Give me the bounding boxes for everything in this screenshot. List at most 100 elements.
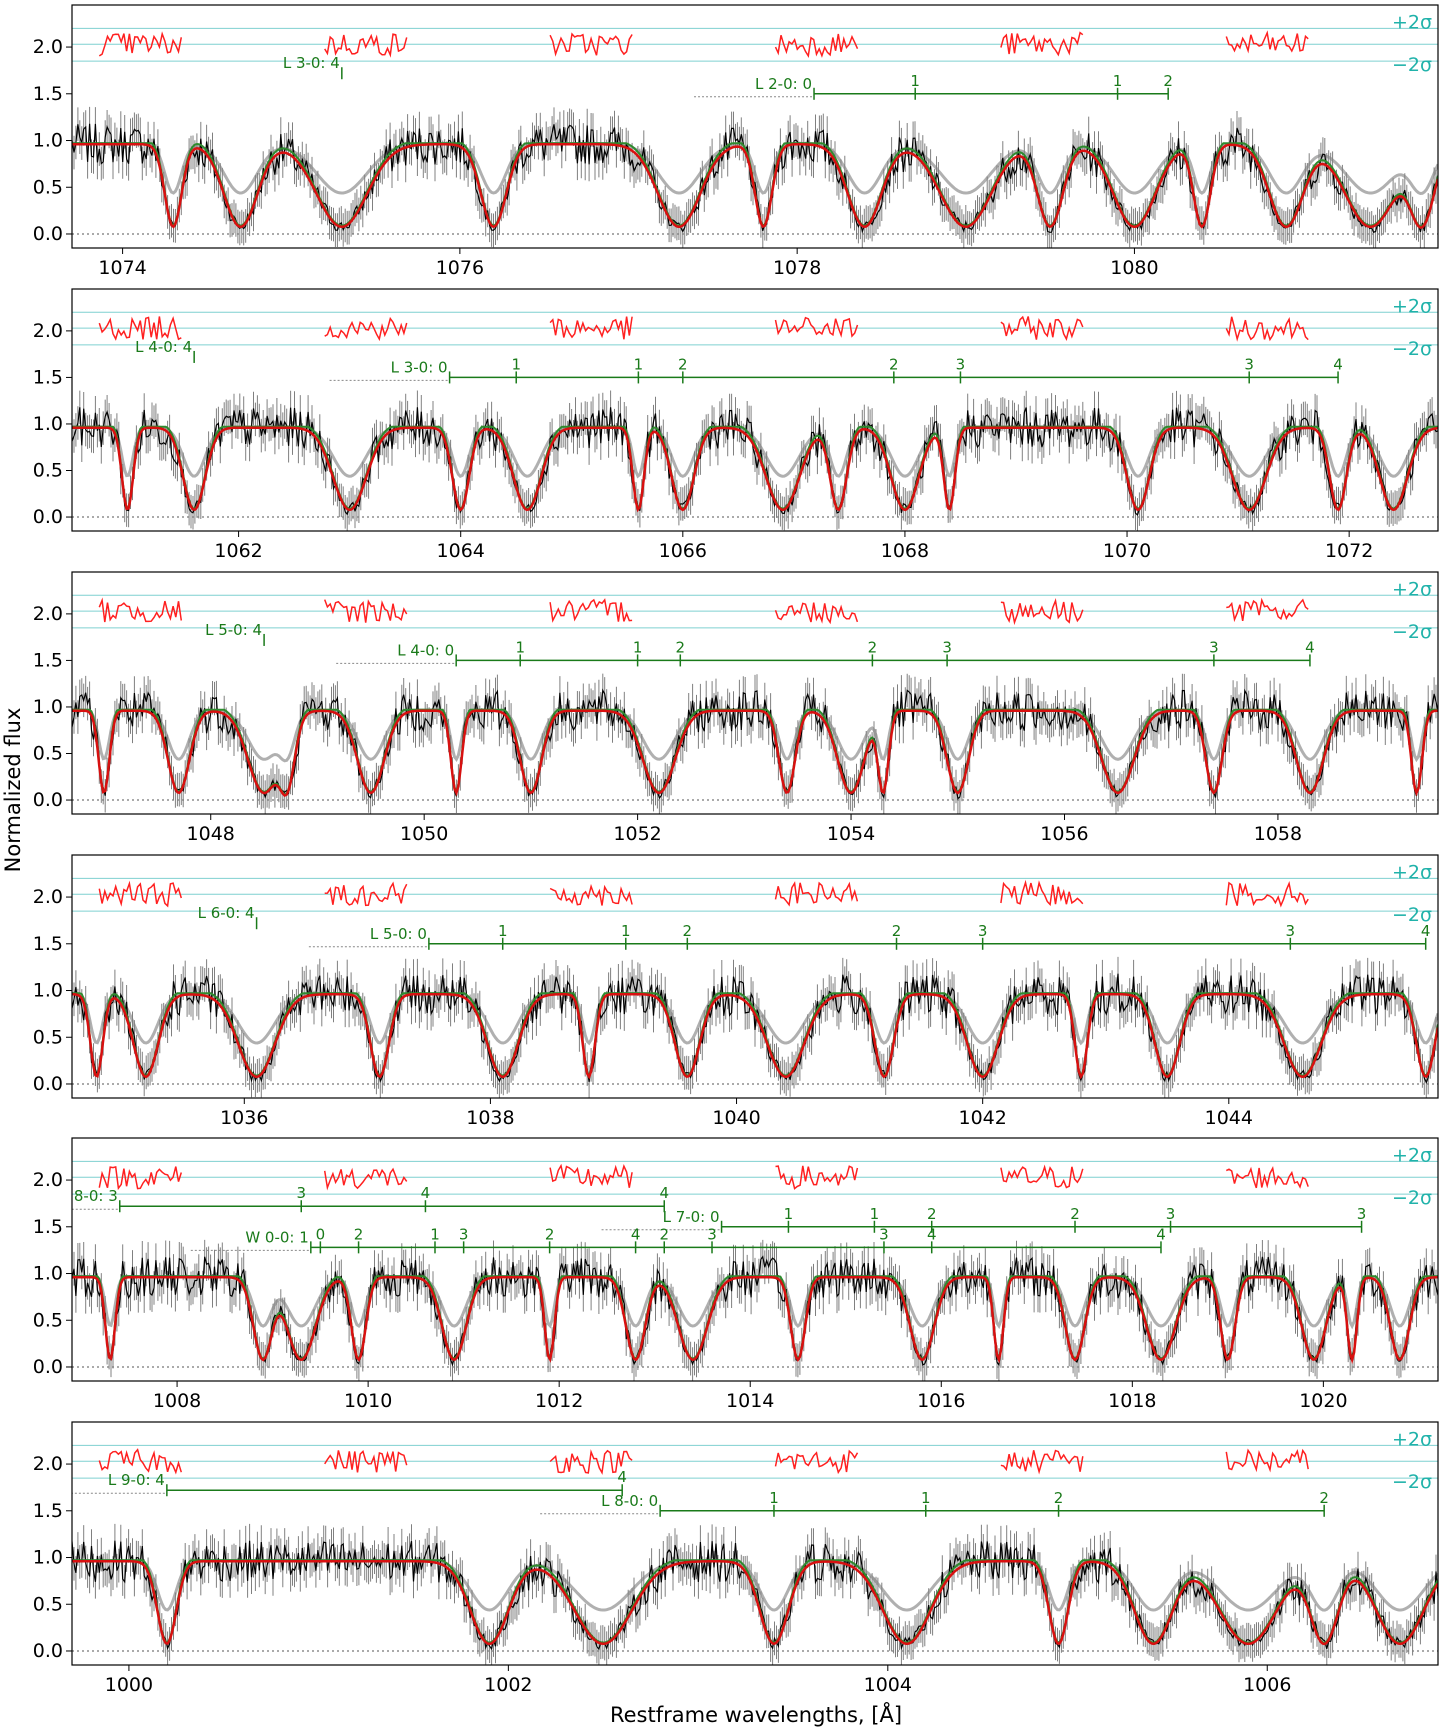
line-marker-label: L 8-0: 0 <box>601 1492 658 1510</box>
j-level-label: 2 <box>676 638 686 656</box>
j-level-label: 3 <box>1166 1205 1176 1223</box>
residual-line <box>549 316 633 340</box>
j-level-label: 2 <box>678 355 688 373</box>
j-level-label: 1 <box>921 1489 931 1507</box>
y-tick-label: 2.0 <box>33 320 63 342</box>
j-level-label: 1 <box>430 1225 440 1243</box>
y-tick-label: 0.5 <box>33 460 63 482</box>
residual-line <box>324 316 408 342</box>
y-tick-label: 2.0 <box>33 886 63 908</box>
y-tick-label: 1.5 <box>33 366 63 388</box>
observed-flux-line <box>72 123 1438 234</box>
x-tick-label: 1018 <box>1108 1390 1156 1412</box>
j-level-label: 3 <box>1244 355 1254 373</box>
j-level-label: 2 <box>868 638 878 656</box>
j-level-label: 3 <box>296 1184 306 1202</box>
j-level-label: 3 <box>1286 922 1296 940</box>
minus-2sigma-label: −2σ <box>1392 54 1432 76</box>
residual-line <box>324 881 408 907</box>
y-tick-label: 0.5 <box>33 1309 63 1331</box>
line-marker-label: L 4-0: 4 <box>135 338 192 356</box>
x-tick-label: 1040 <box>712 1107 760 1129</box>
line-marker-label: L 2-0: 0 <box>755 75 812 93</box>
y-tick-label: 1.0 <box>33 413 63 435</box>
plus-2sigma-label: +2σ <box>1392 11 1432 33</box>
j-level-label: 1 <box>784 1205 794 1223</box>
residual-line <box>1226 597 1309 623</box>
x-tick-label: 1000 <box>105 1674 153 1696</box>
total-model-line <box>72 1560 1438 1646</box>
j-level-label: 3 <box>1209 638 1219 656</box>
y-tick-label: 1.5 <box>33 1500 63 1522</box>
line-marker-label: W 0-0: 1 <box>245 1228 308 1246</box>
y-tick-label: 2.0 <box>33 1169 63 1191</box>
residual-line <box>1225 316 1309 342</box>
x-tick-label: 1048 <box>187 823 235 845</box>
j-level-label: 1 <box>633 638 643 656</box>
panel-frame <box>71 571 1439 815</box>
minus-2sigma-label: −2σ <box>1392 904 1432 926</box>
j-level-label: 2 <box>927 1205 937 1223</box>
j-level-label: 3 <box>879 1225 889 1243</box>
j-level-label: 4 <box>927 1225 937 1243</box>
x-tick-label: 1042 <box>958 1107 1006 1129</box>
x-tick-label: 1002 <box>484 1674 532 1696</box>
residual-line <box>98 597 183 623</box>
x-tick-label: 1080 <box>1110 257 1158 279</box>
y-tick-label: 1.0 <box>33 1547 63 1569</box>
residual-line <box>549 1163 633 1188</box>
x-tick-label: 1012 <box>535 1390 583 1412</box>
panel-plot-area: L 6-0: 4 L 5-0: 0 1 1 2 2 3 3 4 <box>72 877 1438 1098</box>
line-marker-label: L 6-0: 4 <box>198 904 255 922</box>
panel-frame <box>71 288 1439 532</box>
j-level-label: 4 <box>1305 638 1315 656</box>
line-marker-label: L 9-0: 4 <box>108 1471 165 1489</box>
plus-2sigma-label: +2σ <box>1392 1144 1432 1166</box>
x-tick-label: 1072 <box>1325 540 1373 562</box>
j-level-label: 4 <box>659 1184 669 1202</box>
y-tick-label: 0.5 <box>33 176 63 198</box>
observed-flux-line <box>72 973 1438 1084</box>
panel-2: L 4-0: 4 L 3-0: 0 1 1 2 2 3 3 4 0.0 0.5 1.0 1.5 2.0 10… <box>33 288 1439 562</box>
j-level-label: 3 <box>942 638 952 656</box>
j-level-label: 2 <box>889 355 899 373</box>
x-tick-label: 1052 <box>613 823 661 845</box>
panel-6: L 9-0: 4 4 L 8-0: 0 1 1 2 2 0.0 0.5 1.0 1.5 2.0 1000… <box>33 1421 1439 1696</box>
panel-frame <box>71 1421 1439 1666</box>
panel-plot-area: L 5-0: 4 L 4-0: 0 1 1 2 2 3 3 4 <box>72 594 1438 814</box>
line-marker-label: L 5-0: 4 <box>205 621 262 639</box>
total-model-line <box>72 709 1438 797</box>
j-level-label: 1 <box>498 922 508 940</box>
j-level-label: 2 <box>659 1225 669 1243</box>
j-level-label: 2 <box>1319 1489 1329 1507</box>
x-tick-label: 1044 <box>1205 1107 1253 1129</box>
y-tick-label: 1.5 <box>33 933 63 955</box>
observed-flux-line <box>72 407 1438 516</box>
y-tick-label: 1.5 <box>33 649 63 671</box>
plus-2sigma-label: +2σ <box>1392 1428 1432 1450</box>
y-tick-label: 0.0 <box>33 789 63 811</box>
j-level-label: 1 <box>870 1205 880 1223</box>
line-marker-label: L 3-0: 4 <box>283 54 340 72</box>
line-marker-label: L 5-0: 0 <box>370 925 427 943</box>
panel-plot-area: L 4-0: 4 L 3-0: 0 1 1 2 2 3 3 4 <box>72 311 1438 531</box>
y-tick-label: 0.5 <box>33 1026 63 1048</box>
total-model-line <box>72 143 1438 229</box>
plus-2sigma-label: +2σ <box>1392 295 1432 317</box>
residual-line <box>1000 1449 1084 1475</box>
total-model-line <box>72 993 1438 1080</box>
x-axis-label: Restframe wavelengths, [Å] <box>610 1701 902 1727</box>
j-level-label: 1 <box>1113 72 1123 90</box>
j-level-label: 3 <box>707 1225 717 1243</box>
residual-line <box>774 33 859 59</box>
j-level-label: 4 <box>631 1225 641 1243</box>
y-tick-label: 2.0 <box>33 603 63 625</box>
x-tick-label: 1064 <box>437 540 485 562</box>
x-tick-label: 1056 <box>1040 823 1088 845</box>
y-tick-label: 0.0 <box>33 1640 63 1662</box>
residual-line <box>1225 30 1309 54</box>
h2-model-line <box>72 425 1438 511</box>
y-tick-label: 2.0 <box>33 1453 63 1475</box>
